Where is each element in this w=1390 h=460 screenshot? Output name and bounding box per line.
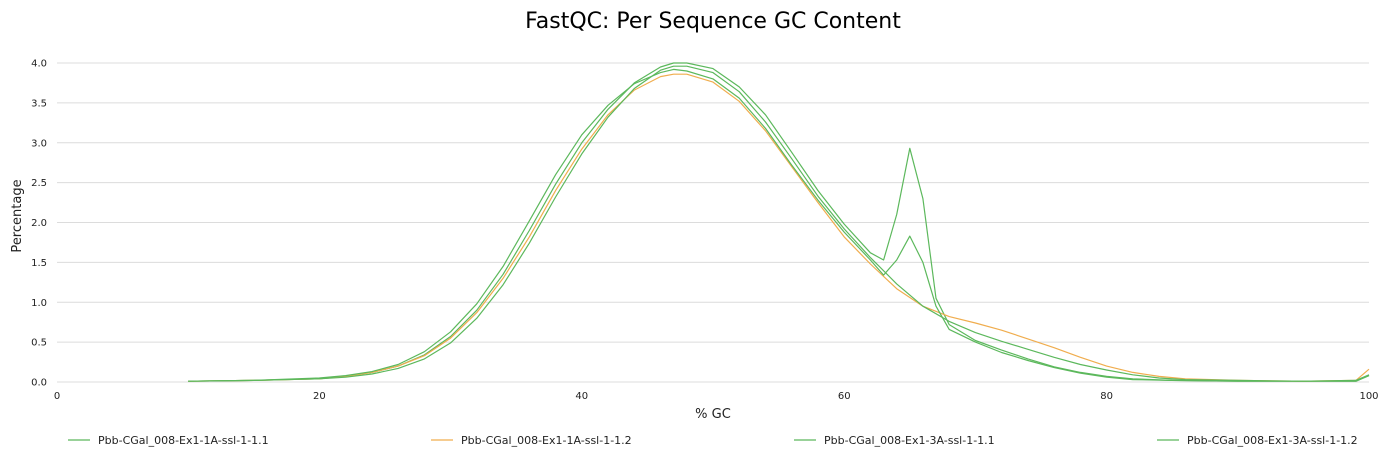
y-tick-label: 1.0: [31, 298, 47, 309]
legend-label: Pbb-CGal_008-Ex1-3A-ssl-1-1.1: [824, 434, 995, 447]
x-axis-ticks: 0 20 40 60 80 100: [54, 391, 1379, 402]
x-tick-label: 0: [54, 391, 60, 402]
y-axis-label: Percentage: [10, 179, 25, 252]
series-lines: [188, 62, 1370, 382]
legend-item-2[interactable]: Pbb-CGal_008-Ex1-1A-ssl-1-1.2: [431, 434, 632, 447]
x-tick-label: 80: [1100, 391, 1113, 402]
legend-item-1[interactable]: Pbb-CGal_008-Ex1-1A-ssl-1-1.1: [68, 434, 269, 447]
series-line-3: [188, 68, 1370, 382]
y-tick-label: 0.0: [31, 378, 47, 389]
legend-label: Pbb-CGal_008-Ex1-1A-ssl-1-1.1: [98, 434, 269, 447]
legend-item-3[interactable]: Pbb-CGal_008-Ex1-3A-ssl-1-1.1: [794, 434, 995, 447]
y-tick-label: 2.5: [31, 178, 47, 189]
y-tick-label: 4.0: [31, 59, 47, 70]
y-tick-label: 0.5: [31, 338, 47, 349]
grid-lines: [57, 62, 1369, 383]
y-tick-label: 2.0: [31, 218, 47, 229]
x-tick-label: 40: [575, 391, 588, 402]
series-line-1: [188, 62, 1370, 382]
series-line-2: [188, 73, 1370, 382]
legend-label: Pbb-CGal_008-Ex1-1A-ssl-1-1.2: [461, 434, 632, 447]
y-axis-ticks: 0.0 0.5 1.0 1.5 2.0 2.5 3.0 3.5 4.0: [31, 59, 47, 389]
legend-item-4[interactable]: Pbb-CGal_008-Ex1-3A-ssl-1-1.2: [1157, 434, 1358, 447]
y-tick-label: 3.5: [31, 98, 47, 109]
chart-title: FastQC: Per Sequence GC Content: [525, 9, 901, 34]
x-tick-label: 100: [1359, 391, 1378, 402]
x-tick-label: 20: [313, 391, 326, 402]
y-tick-label: 1.5: [31, 258, 47, 269]
legend-label: Pbb-CGal_008-Ex1-3A-ssl-1-1.2: [1187, 434, 1358, 447]
legend[interactable]: Pbb-CGal_008-Ex1-1A-ssl-1-1.1 Pbb-CGal_00…: [68, 434, 1358, 447]
x-tick-label: 60: [838, 391, 851, 402]
series-line-4: [188, 65, 1370, 382]
x-axis-label: % GC: [695, 407, 731, 422]
y-tick-label: 3.0: [31, 138, 47, 149]
